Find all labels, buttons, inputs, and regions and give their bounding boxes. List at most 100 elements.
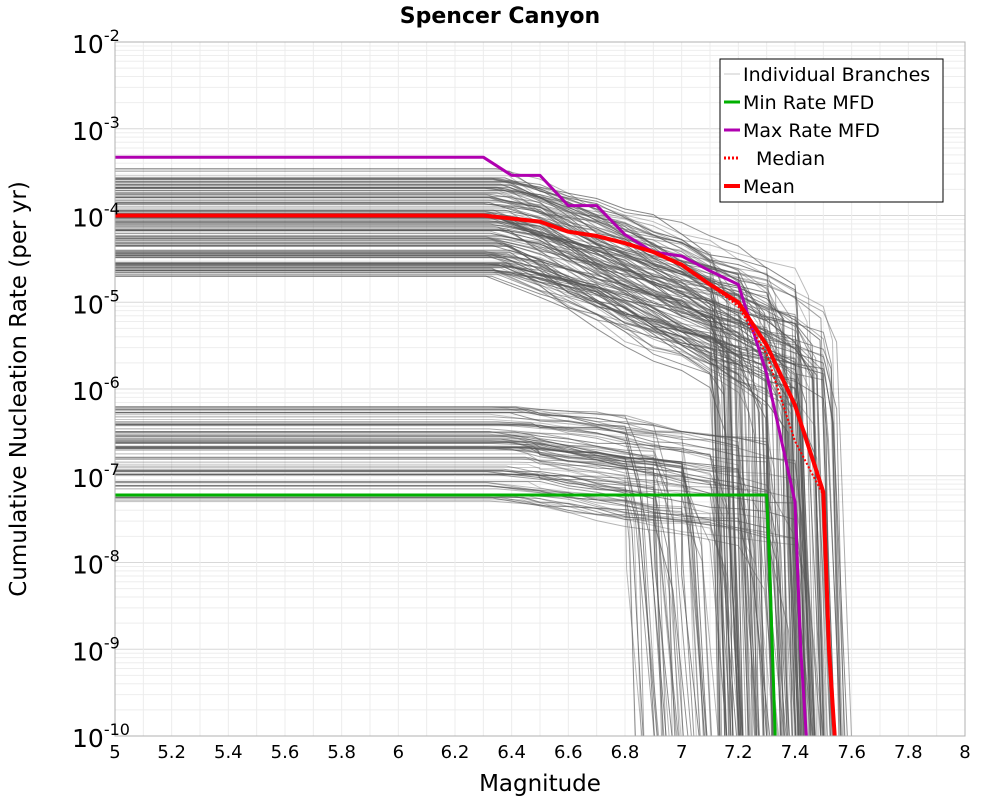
branch-line [115,473,673,736]
branch-line [115,254,812,736]
chart-title: Spencer Canyon [400,4,600,29]
branch-line [115,448,721,736]
branch-line [115,423,743,736]
branch-line [115,220,846,736]
x-tick-label: 7 [676,742,687,763]
branch-line [115,218,842,736]
y-tick-label: 10-9 [72,633,120,666]
branch-line [115,196,824,736]
branch-line [115,244,744,736]
branch-line [115,406,680,736]
branch-line [115,456,824,736]
branch-line [115,488,814,736]
branch-line [115,474,732,736]
legend-label: Median [756,148,825,170]
branch-line [115,245,848,736]
branch-line [115,184,759,736]
branch-line [115,193,803,736]
branch-line [115,421,673,736]
x-tick-label: 6.2 [441,742,470,763]
branch-line [115,238,742,736]
x-tick-label: 7.4 [781,742,810,763]
branch-line [115,441,744,736]
branch-line [115,229,768,736]
branch-line [115,412,814,736]
branch-line [115,438,750,736]
branch-line [115,493,740,736]
y-tick-label: 10-2 [72,26,120,59]
branch-line [115,263,764,736]
y-axis-ticks: 10-10 10-9 10-8 10-7 10-6 10-5 10-4 10-3 10-2 [72,26,130,753]
branch-line [115,252,790,736]
legend-label: Mean [743,176,795,198]
branch-line [115,409,655,736]
branch-line [115,440,779,736]
y-tick-label: 10-7 [72,460,120,493]
branch-line [115,422,659,736]
branch-line [115,500,734,736]
branch-line [115,413,707,736]
branch-line [115,237,785,736]
x-tick-label: 7.8 [894,742,923,763]
branch-line [115,424,701,736]
branch-line [115,273,801,736]
branch-line [115,431,658,736]
x-axis-ticks: 5 5.2 5.4 5.6 5.8 6 6.2 6.4 6.6 6.8 7 7.2 7.4 7.6 7.8 8 [109,742,970,763]
branch-line [115,442,655,736]
branch-line [115,447,713,736]
x-tick-label: 5.2 [157,742,186,763]
x-tick-label: 7.2 [724,742,753,763]
x-tick-label: 6.6 [554,742,583,763]
branch-line [115,432,701,736]
branch-line [115,470,806,736]
series-lines [115,155,837,736]
branch-line [115,228,742,736]
legend: Individual Branches Min Rate MFD Max Rate … [719,58,944,203]
branch-line [115,453,643,736]
branch-line [115,409,760,736]
branch-line [115,266,800,736]
branch-line [115,263,800,736]
plot-frame [114,41,966,737]
branch-line [115,201,836,736]
branch-line [115,467,697,736]
y-tick-label: 10-3 [72,113,120,146]
branch-line [115,257,823,736]
y-tick-label: 10-6 [72,373,120,406]
branch-line [115,419,705,736]
branch-line [115,217,810,736]
branch-line [115,446,708,736]
x-tick-label: 6 [393,742,404,763]
branch-line [115,240,752,736]
branch-line [115,441,704,736]
branch-line [115,217,816,736]
x-tick-label: 6.8 [611,742,640,763]
branch-line [115,485,695,736]
legend-label: Min Rate MFD [743,92,874,114]
branch-line [115,192,789,736]
y-tick-label: 10-8 [72,547,120,580]
x-tick-label: 5.4 [214,742,243,763]
branch-line [115,458,712,736]
legend-label: Max Rate MFD [743,120,880,142]
branch-line [115,230,742,736]
branch-line [115,238,835,736]
branch-line [115,424,759,736]
y-tick-label: 10-10 [72,720,130,753]
series-line-min-rate-mfd [115,493,777,736]
x-axis-label: Magnitude [479,771,601,797]
branch-line [115,482,719,736]
x-tick-label: 6.4 [497,742,526,763]
series-line-mean [115,213,837,736]
branch-line [115,428,785,736]
branch-line [115,424,755,736]
branch-line [115,170,721,736]
branch-line [115,481,682,736]
y-tick-label: 10-4 [72,200,120,233]
branch-line [115,494,816,736]
legend-box [719,58,944,203]
x-tick-label: 5.8 [327,742,356,763]
y-axis-label: Cumulative Nucleation Rate (per yr) [6,181,32,597]
